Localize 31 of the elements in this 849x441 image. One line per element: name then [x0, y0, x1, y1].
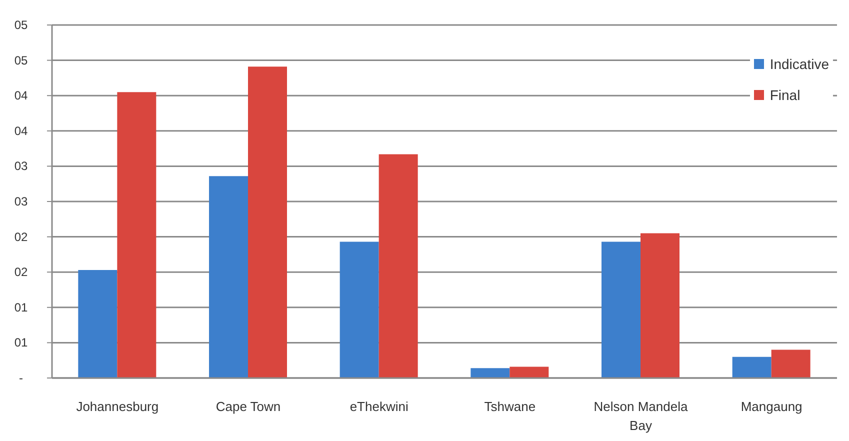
bar [510, 366, 549, 378]
y-tick-label: 03 [14, 194, 28, 208]
bar [78, 270, 118, 378]
y-tick-label: 05 [14, 53, 28, 68]
bar [248, 66, 287, 378]
bar [640, 233, 680, 378]
x-tick-label: eThekwini [350, 399, 408, 414]
y-tick-label: 05 [14, 18, 28, 32]
y-tick-label: 01 [14, 300, 28, 314]
y-tick-label: 04 [14, 124, 28, 138]
bar [470, 368, 510, 378]
x-tick-label: Cape Town [216, 399, 281, 414]
x-tick-label: Tshwane [484, 399, 536, 414]
y-tick-label: 02 [14, 265, 28, 280]
bar [117, 92, 156, 378]
x-tick-label: Mangaung [740, 399, 802, 414]
y-tick-label: 03 [14, 159, 28, 174]
x-tick-label: Johannesburg [76, 399, 159, 414]
y-tick-label: 04 [14, 88, 28, 103]
y-tick-label: - [19, 371, 23, 385]
bar [209, 176, 248, 378]
y-tick-label: 02 [14, 230, 28, 244]
legend-label: Final [770, 86, 800, 102]
x-tick-label: Nelson Mandela Bay [594, 399, 688, 434]
legend-label: Indicative [770, 56, 829, 72]
bar [771, 350, 810, 378]
bar [732, 356, 772, 378]
bar [340, 242, 379, 378]
bar [378, 154, 418, 378]
y-tick-label: 01 [14, 336, 28, 350]
bar [602, 242, 640, 378]
